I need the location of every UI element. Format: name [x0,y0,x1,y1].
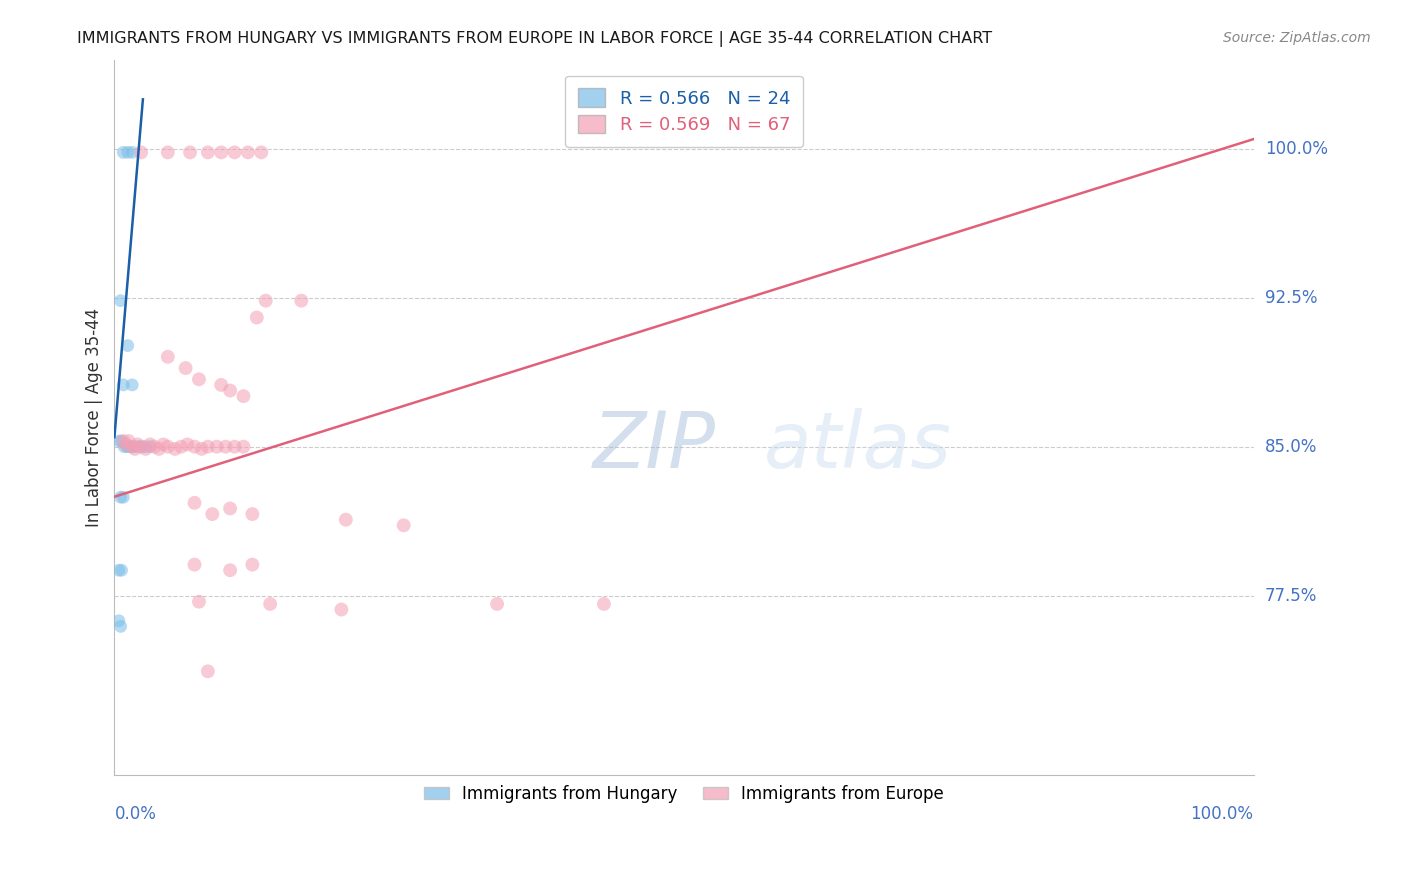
Point [118,434,141,448]
Point [197,665,219,679]
Point [108,614,131,628]
Point [108,563,131,577]
Text: 0.0%: 0.0% [114,805,156,823]
Point [190,442,212,456]
Point [112,434,135,448]
Point [115,440,138,454]
Point [110,563,132,577]
Point [112,377,135,392]
Point [152,437,174,451]
Text: 77.5%: 77.5% [1265,587,1317,605]
Point [121,440,143,454]
Point [330,602,353,616]
Point [259,597,281,611]
Point [219,563,242,577]
Point [139,437,162,451]
Point [205,440,228,454]
Point [117,145,139,160]
Point [108,434,131,448]
Point [174,361,197,376]
Point [121,145,143,160]
Point [593,597,616,611]
Point [156,145,179,160]
Point [129,440,152,454]
Point [110,490,132,504]
Point [209,145,232,160]
Point [156,350,179,364]
Point [254,293,277,308]
Text: Source: ZipAtlas.com: Source: ZipAtlas.com [1223,31,1371,45]
Point [112,440,135,454]
Point [135,440,157,454]
Point [290,293,312,308]
Legend: Immigrants from Hungary, Immigrants from Europe: Immigrants from Hungary, Immigrants from… [418,778,950,810]
Point [110,434,132,448]
Point [240,558,263,572]
Y-axis label: In Labor Force | Age 35-44: In Labor Force | Age 35-44 [86,308,103,527]
Point [232,440,254,454]
Point [139,440,162,454]
Point [117,338,139,352]
Point [135,442,157,456]
Point [219,384,242,398]
Point [143,440,166,454]
Point [121,440,143,454]
Text: 85.0%: 85.0% [1265,438,1317,456]
Point [112,145,135,160]
Text: 92.5%: 92.5% [1265,289,1317,307]
Point [236,145,259,160]
Point [197,440,219,454]
Point [176,437,198,451]
Point [121,377,143,392]
Point [110,293,132,308]
Point [124,442,146,456]
Point [115,437,138,451]
Point [129,145,152,160]
Point [188,595,211,609]
Point [183,558,205,572]
Point [127,437,149,451]
Point [214,440,236,454]
Point [335,513,357,527]
Point [250,145,273,160]
Text: ZIP: ZIP [593,408,716,483]
Point [209,377,232,392]
Text: atlas: atlas [763,408,952,483]
Text: 100.0%: 100.0% [1265,140,1327,158]
Point [110,619,132,633]
Point [392,518,415,533]
Point [201,507,224,521]
Point [188,372,211,386]
Point [125,440,148,454]
Point [219,501,242,516]
Point [224,145,246,160]
Point [179,145,201,160]
Text: 100.0%: 100.0% [1191,805,1254,823]
Point [240,507,263,521]
Point [197,145,219,160]
Point [170,440,193,454]
Point [129,440,152,454]
Point [118,440,141,454]
Text: IMMIGRANTS FROM HUNGARY VS IMMIGRANTS FROM EUROPE IN LABOR FORCE | AGE 35-44 COR: IMMIGRANTS FROM HUNGARY VS IMMIGRANTS FR… [77,31,993,47]
Point [148,442,170,456]
Point [486,597,509,611]
Point [183,496,205,510]
Point [163,442,186,456]
Point [232,389,254,403]
Point [183,440,205,454]
Point [224,440,246,454]
Point [156,440,179,454]
Point [246,310,269,325]
Point [112,490,135,504]
